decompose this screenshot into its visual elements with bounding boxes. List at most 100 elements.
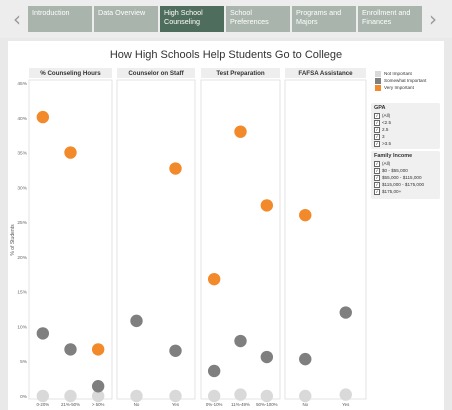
gpa-option[interactable]: ✓ 3 xyxy=(371,133,440,140)
data-point xyxy=(207,364,221,378)
gpa-option[interactable]: ✓ (All) xyxy=(371,112,440,119)
data-point xyxy=(299,389,312,403)
legend-label: Not Important xyxy=(384,71,412,76)
legend-label: Somewhat Important xyxy=(384,78,427,83)
gpa-option-label: <2.5 xyxy=(382,120,392,125)
tab-enrollment-and-finances[interactable]: Enrollment and Finances xyxy=(358,6,422,32)
legend-item-somewhat-important[interactable]: Somewhat Important xyxy=(372,77,440,84)
checkbox-checked-icon[interactable]: ✓ xyxy=(374,112,380,119)
checkbox-checked-icon[interactable]: ✓ xyxy=(374,174,380,181)
tab-school-preferences[interactable]: School Preferences xyxy=(226,6,290,32)
income-option-label: (All) xyxy=(382,161,391,166)
data-point xyxy=(36,389,50,403)
data-point xyxy=(91,343,105,356)
gpa-option[interactable]: ✓ >3.5 xyxy=(371,140,440,147)
panel-frame xyxy=(284,79,367,400)
income-option[interactable]: ✓ $115,000 - $175,000 xyxy=(371,181,440,188)
swatch-not-important xyxy=(375,70,381,77)
story-navigation-bar: ‹ Introduction Data Overview High School… xyxy=(0,0,452,38)
income-option-label: $115,000 - $175,000 xyxy=(382,182,425,187)
swatch-somewhat-important xyxy=(375,77,381,84)
panel-frame xyxy=(116,79,196,400)
data-point xyxy=(130,314,143,328)
x-tick-label: 50%-100% xyxy=(256,402,278,407)
data-point xyxy=(130,389,143,403)
chart-title: How High Schools Help Students Go to Col… xyxy=(110,49,342,61)
checkbox-checked-icon[interactable]: ✓ xyxy=(374,126,380,133)
data-point xyxy=(64,389,77,403)
tab-data-overview[interactable]: Data Overview xyxy=(94,6,158,32)
checkbox-checked-icon[interactable]: ✓ xyxy=(374,140,380,147)
income-option[interactable]: ✓ $0 - $55,000 xyxy=(371,167,440,174)
data-point xyxy=(207,389,221,403)
x-tick-label: No xyxy=(302,402,308,407)
checkbox-checked-icon[interactable]: ✓ xyxy=(374,188,380,195)
x-tick-label: No xyxy=(134,402,140,407)
income-option-label: $0 - $55,000 xyxy=(382,168,408,173)
y-tick-label: 45% xyxy=(17,81,27,87)
income-option-label: $55,000 - $115,000 xyxy=(382,175,422,180)
y-tick-label: 10% xyxy=(17,324,27,330)
panel-header-label: FAFSA Assistance xyxy=(298,70,353,77)
tab-programs-and-majors[interactable]: Programs and Majors xyxy=(292,6,356,32)
data-point xyxy=(260,350,274,364)
panel-header-label: Test Preparation xyxy=(216,70,265,77)
data-point xyxy=(169,162,182,175)
gpa-filter: GPA ✓ (All) ✓ <2.5 ✓ 2.5 ✓ 3 ✓ >3.5 xyxy=(371,103,440,149)
checkbox-checked-icon[interactable]: ✓ xyxy=(374,133,380,140)
data-point xyxy=(64,146,77,159)
family-income-filter-title: Family Income xyxy=(374,153,413,159)
income-option[interactable]: ✓ (All) xyxy=(371,160,440,167)
checkbox-checked-icon[interactable]: ✓ xyxy=(374,119,380,126)
y-tick-label: 15% xyxy=(17,290,27,296)
data-point xyxy=(234,388,247,401)
data-point xyxy=(339,388,352,401)
y-tick-label: 30% xyxy=(17,185,27,191)
data-point xyxy=(299,352,312,366)
checkbox-checked-icon[interactable]: ✓ xyxy=(374,160,380,167)
panel-header-label: Counselor on Staff xyxy=(128,70,184,77)
data-point xyxy=(299,208,312,222)
data-point xyxy=(260,199,274,212)
y-tick-label: 0% xyxy=(20,394,28,400)
data-point xyxy=(169,389,182,403)
importance-legend: Not Important Somewhat Important Very Im… xyxy=(372,70,440,100)
swatch-very-important xyxy=(375,84,381,91)
data-point xyxy=(207,272,221,286)
y-tick-label: 20% xyxy=(17,255,27,261)
gpa-option-label: 2.5 xyxy=(382,127,389,132)
gpa-option-label: (All) xyxy=(382,113,391,118)
family-income-filter: Family Income ✓ (All) ✓ $0 - $55,000 ✓ $55,… xyxy=(371,151,440,199)
gpa-option[interactable]: ✓ 2.5 xyxy=(371,126,440,133)
data-point xyxy=(169,344,182,357)
panel-header xyxy=(29,68,112,78)
y-tick-label: 5% xyxy=(20,359,28,365)
checkbox-checked-icon[interactable]: ✓ xyxy=(374,167,380,174)
chevron-left-icon[interactable]: ‹ xyxy=(13,7,21,31)
tab-high-school-counseling[interactable]: High School Counseling xyxy=(160,6,224,32)
data-point xyxy=(339,306,352,319)
data-point xyxy=(36,110,50,124)
x-tick-label: 0%-10% xyxy=(206,402,223,407)
panel-header xyxy=(201,68,280,78)
gpa-option-label: >3.5 xyxy=(382,141,392,146)
checkbox-checked-icon[interactable]: ✓ xyxy=(374,181,380,188)
x-tick-label: 0-20% xyxy=(36,402,49,407)
dashboard-panel xyxy=(8,41,444,410)
x-tick-label: Yes xyxy=(342,402,350,407)
legend-item-very-important[interactable]: Very Important xyxy=(372,84,440,91)
x-tick-label: Yes xyxy=(172,402,180,407)
data-point xyxy=(234,125,247,138)
income-option[interactable]: ✓ $175,00+ xyxy=(371,188,440,195)
x-tick-label: 11%-49% xyxy=(231,402,250,407)
gpa-option[interactable]: ✓ <2.5 xyxy=(371,119,440,126)
tab-introduction[interactable]: Introduction xyxy=(28,6,92,32)
y-tick-label: 25% xyxy=(17,220,27,226)
legend-label: Very Important xyxy=(384,85,414,90)
panel-header xyxy=(117,68,195,78)
income-option-label: $175,00+ xyxy=(382,189,402,194)
legend-item-not-important[interactable]: Not Important xyxy=(372,70,440,77)
chevron-right-icon[interactable]: › xyxy=(429,7,437,31)
income-option[interactable]: ✓ $55,000 - $115,000 xyxy=(371,174,440,181)
